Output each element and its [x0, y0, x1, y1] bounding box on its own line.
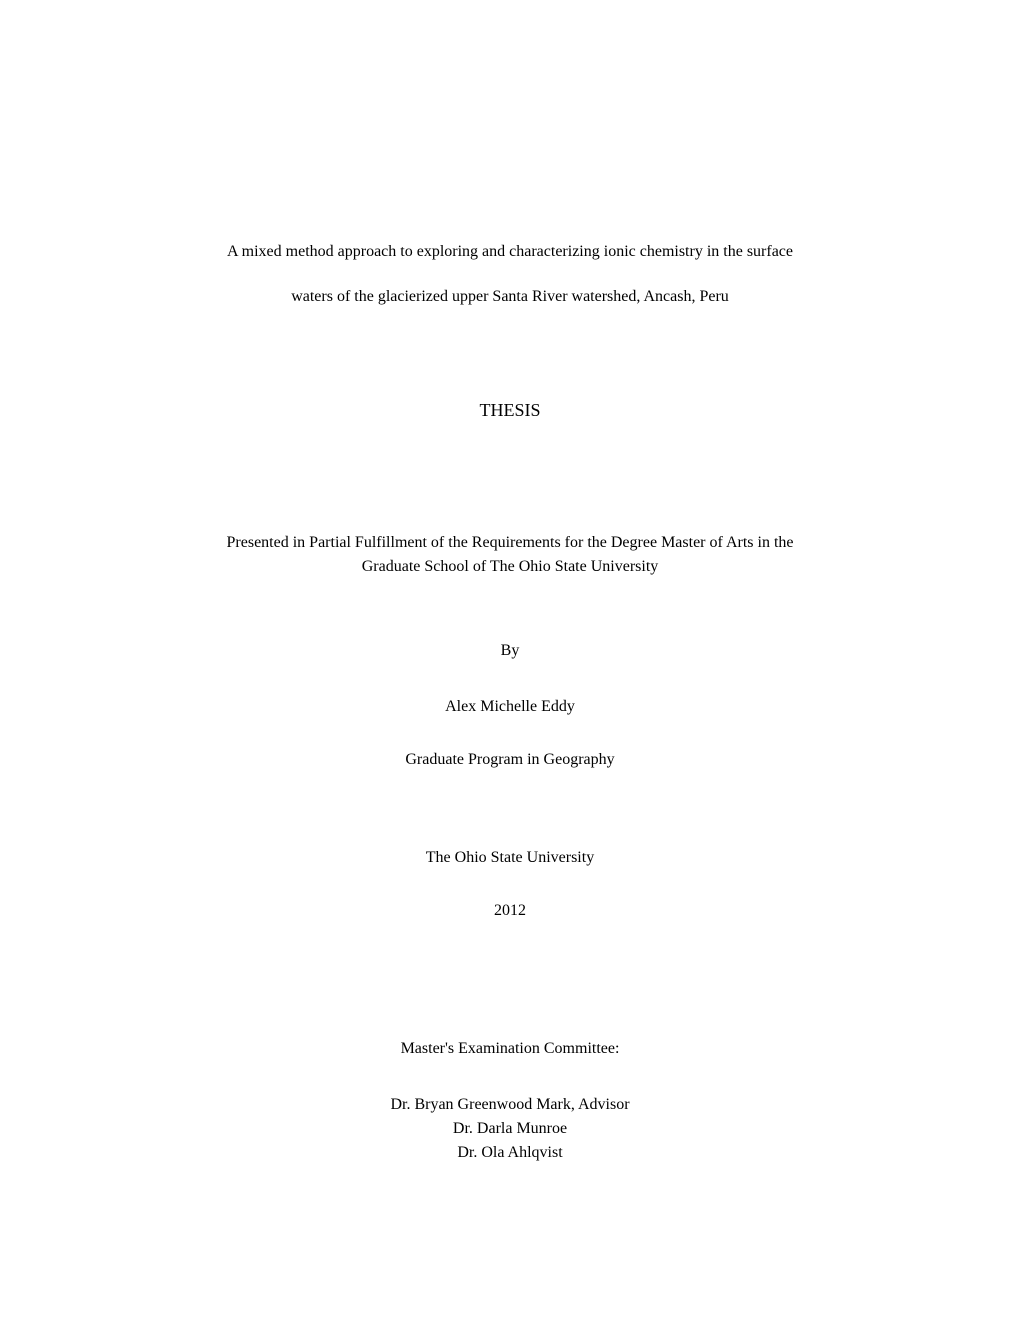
thesis-title: A mixed method approach to exploring and… [155, 230, 865, 320]
author-name: Alex Michelle Eddy [155, 698, 865, 716]
fulfillment-line-2: Graduate School of The Ohio State Univer… [155, 555, 865, 579]
committee-member-3: Dr. Ola Ahlqvist [155, 1141, 865, 1165]
thesis-label: THESIS [155, 400, 865, 421]
fulfillment-statement: Presented in Partial Fulfillment of the … [155, 531, 865, 579]
committee-member-1: Dr. Bryan Greenwood Mark, Advisor [155, 1093, 865, 1117]
fulfillment-line-1: Presented in Partial Fulfillment of the … [155, 531, 865, 555]
university-name: The Ohio State University [155, 849, 865, 867]
year: 2012 [155, 902, 865, 920]
thesis-title-page: A mixed method approach to exploring and… [0, 0, 1020, 1320]
by-label: By [155, 639, 865, 663]
committee-member-2: Dr. Darla Munroe [155, 1117, 865, 1141]
committee-label: Master's Examination Committee: [155, 1040, 865, 1058]
graduate-program: Graduate Program in Geography [155, 751, 865, 769]
title-line-2: waters of the glacierized upper Santa Ri… [155, 275, 865, 320]
title-line-1: A mixed method approach to exploring and… [155, 230, 865, 275]
committee-members: Dr. Bryan Greenwood Mark, Advisor Dr. Da… [155, 1093, 865, 1165]
